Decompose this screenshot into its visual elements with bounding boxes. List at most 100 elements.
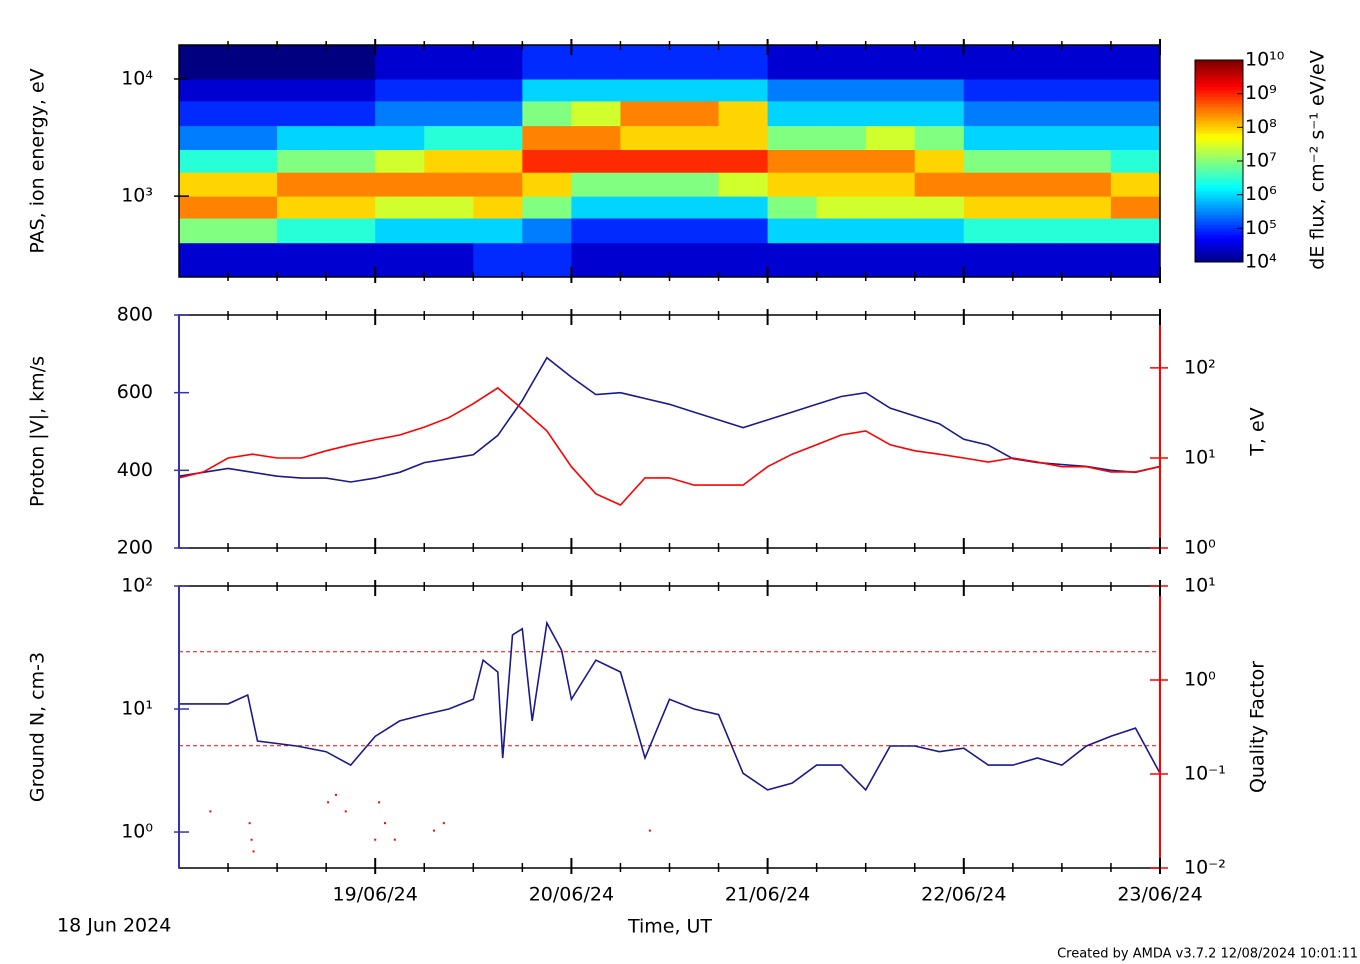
spectrogram-cell xyxy=(718,218,769,244)
colorbar-band xyxy=(1195,211,1243,216)
colorbar-band xyxy=(1195,120,1243,125)
spectrogram-cell xyxy=(963,218,1014,244)
y-tick-label: 800 xyxy=(117,304,153,326)
spectrogram-cell xyxy=(1012,100,1063,127)
colorbar-band xyxy=(1195,204,1243,209)
colorbar-band xyxy=(1195,144,1243,149)
spectrogram-cell xyxy=(865,218,916,244)
colorbar-band xyxy=(1195,218,1243,223)
spectrogram-cell xyxy=(571,78,621,102)
spectrogram-cell xyxy=(718,125,769,151)
y2-tick-label: 10⁰ xyxy=(1184,537,1216,559)
spectrogram-cell xyxy=(865,149,916,173)
spectrogram-cell xyxy=(914,125,965,151)
spectrogram-cell xyxy=(473,242,523,278)
spectrogram-cell xyxy=(424,172,474,197)
scatter-point xyxy=(378,801,381,804)
spectrogram-cell xyxy=(1012,218,1063,244)
spectrogram-cell xyxy=(571,45,621,80)
spectrogram-cell xyxy=(1110,172,1161,197)
spectrogram-cell xyxy=(424,218,474,244)
spectrogram-cell xyxy=(963,45,1014,80)
spectrogram-cell xyxy=(522,218,572,244)
spectrogram-cell xyxy=(326,100,376,127)
y2-tick-label: 10⁻¹ xyxy=(1184,763,1226,785)
spectrogram-cell xyxy=(669,78,720,102)
y2-tick-label: 10¹ xyxy=(1184,575,1216,597)
colorbar-band xyxy=(1195,255,1243,260)
spectrogram-cell xyxy=(277,196,327,219)
y-tick-label: 10⁰ xyxy=(121,821,153,843)
spectrogram-cell xyxy=(1012,172,1063,197)
spectrogram-cell xyxy=(669,125,720,151)
series-line xyxy=(178,356,1161,483)
y2-axis-label: T, eV xyxy=(1247,407,1269,456)
y-axis-label: Proton |V|, km/s xyxy=(27,356,49,507)
spectrogram-cell xyxy=(1061,242,1112,278)
spectrogram-cell xyxy=(1110,196,1161,219)
colorbar-label: dE flux, cm⁻² s⁻¹ eV/eV xyxy=(1307,50,1329,269)
spectrogram-cell xyxy=(1061,172,1112,197)
spectrogram-cell xyxy=(669,218,720,244)
spectrogram-cell xyxy=(473,218,523,244)
spectrogram-cell xyxy=(424,196,474,219)
spectrogram-cell xyxy=(522,172,572,197)
spectrogram-cell xyxy=(718,242,769,278)
colorbar-band xyxy=(1195,194,1243,199)
spectrogram-cell xyxy=(963,78,1014,102)
spectrogram-cell xyxy=(767,149,818,173)
series-line xyxy=(178,386,1161,506)
spectrogram-cell xyxy=(277,149,327,173)
spectrogram-cell xyxy=(620,172,670,197)
spectrogram-cell xyxy=(963,125,1014,151)
colorbar-band xyxy=(1195,100,1243,105)
spectrogram-cell xyxy=(326,149,376,173)
spectrogram-cell xyxy=(767,45,818,80)
colorbar-band xyxy=(1195,134,1243,138)
spectrogram-cell xyxy=(375,218,425,244)
spectrogram-cell xyxy=(277,125,327,151)
scatter-point xyxy=(393,838,396,841)
spectrogram-cell xyxy=(522,78,572,102)
colorbar-band xyxy=(1195,150,1243,155)
spectrogram-cell xyxy=(963,242,1014,278)
colorbar-band xyxy=(1195,113,1243,118)
spectrogram-cell xyxy=(1110,149,1161,173)
spectrogram-cell xyxy=(816,100,867,127)
x-tick-label: 20/06/24 xyxy=(529,884,614,906)
scatter-point xyxy=(252,850,255,853)
colorbar-band xyxy=(1195,123,1243,128)
panel-frame xyxy=(178,585,1161,869)
scatter-point xyxy=(209,810,212,813)
spectrogram-cell xyxy=(228,196,278,219)
spectrogram-cell xyxy=(914,78,965,102)
spectrogram-cell xyxy=(767,196,818,219)
y-tick-label: 10¹ xyxy=(121,698,153,720)
spectrogram-cell xyxy=(914,149,965,173)
x-tick-label: 22/06/24 xyxy=(921,884,1006,906)
spectrogram-cell xyxy=(816,78,867,102)
spectrogram-cell xyxy=(424,78,474,102)
spectrogram-cell xyxy=(228,172,278,197)
colorbar-tick-label: 10⁹ xyxy=(1245,82,1277,104)
spectrogram-cell xyxy=(228,125,278,151)
spectrogram-cell xyxy=(767,218,818,244)
spectrogram-cell xyxy=(718,78,769,102)
spectrogram-cell xyxy=(914,172,965,197)
x-axis-label: Time, UT xyxy=(627,916,712,938)
spectrogram-cell xyxy=(326,78,376,102)
spectrogram-cell xyxy=(669,172,720,197)
colorbar-band xyxy=(1195,167,1243,172)
spectrogram-cell xyxy=(571,172,621,197)
scatter-point xyxy=(250,838,253,841)
spectrogram-cell xyxy=(816,172,867,197)
spectrogram-cell xyxy=(1012,196,1063,219)
x-tick-label: 19/06/24 xyxy=(333,884,418,906)
colorbar-band xyxy=(1195,228,1243,233)
spectrogram-cell xyxy=(1061,196,1112,219)
colorbar-band xyxy=(1195,208,1243,212)
colorbar-tick-label: 10⁴ xyxy=(1245,251,1277,273)
spectrogram-cell xyxy=(1061,100,1112,127)
colorbar-band xyxy=(1195,224,1243,229)
spectrogram-cell xyxy=(522,149,572,173)
